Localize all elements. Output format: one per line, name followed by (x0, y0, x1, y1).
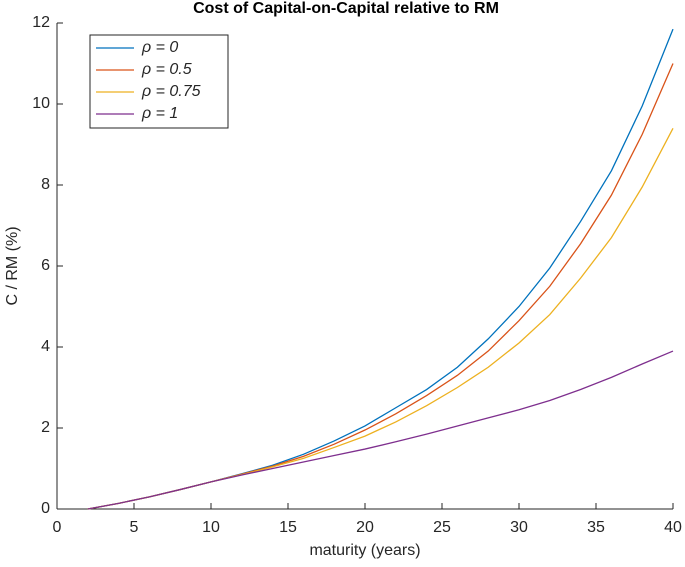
y-tick-label: 0 (41, 500, 50, 517)
x-axis-label: maturity (years) (309, 542, 420, 559)
legend-label: ρ = 0 (141, 39, 178, 56)
x-tick-label: 15 (279, 519, 297, 536)
x-tick-label: 0 (53, 519, 62, 536)
legend-label: ρ = 0.5 (141, 61, 192, 78)
x-tick-label: 35 (587, 519, 605, 536)
legend-label: ρ = 1 (141, 105, 178, 122)
series-line (87, 63, 674, 510)
y-tick-label: 10 (32, 95, 50, 112)
x-tick-label: 5 (130, 519, 139, 536)
x-tick-label: 30 (510, 519, 528, 536)
legend-box (89, 34, 229, 129)
series-line (87, 350, 674, 510)
series-line (87, 127, 674, 510)
y-tick-label: 8 (41, 176, 50, 193)
x-tick-label: 25 (433, 519, 451, 536)
y-tick-label: 12 (32, 14, 50, 31)
y-tick-label: 2 (41, 419, 50, 436)
y-tick-label: 6 (41, 257, 50, 274)
y-axis-label: C / RM (%) (4, 226, 21, 305)
chart-title: Cost of Capital-on-Capital relative to R… (193, 0, 499, 17)
x-tick-label: 40 (664, 519, 682, 536)
x-tick-label: 10 (202, 519, 220, 536)
legend-label: ρ = 0.75 (141, 83, 201, 100)
y-tick-label: 4 (41, 338, 50, 355)
x-tick-label: 20 (356, 519, 374, 536)
